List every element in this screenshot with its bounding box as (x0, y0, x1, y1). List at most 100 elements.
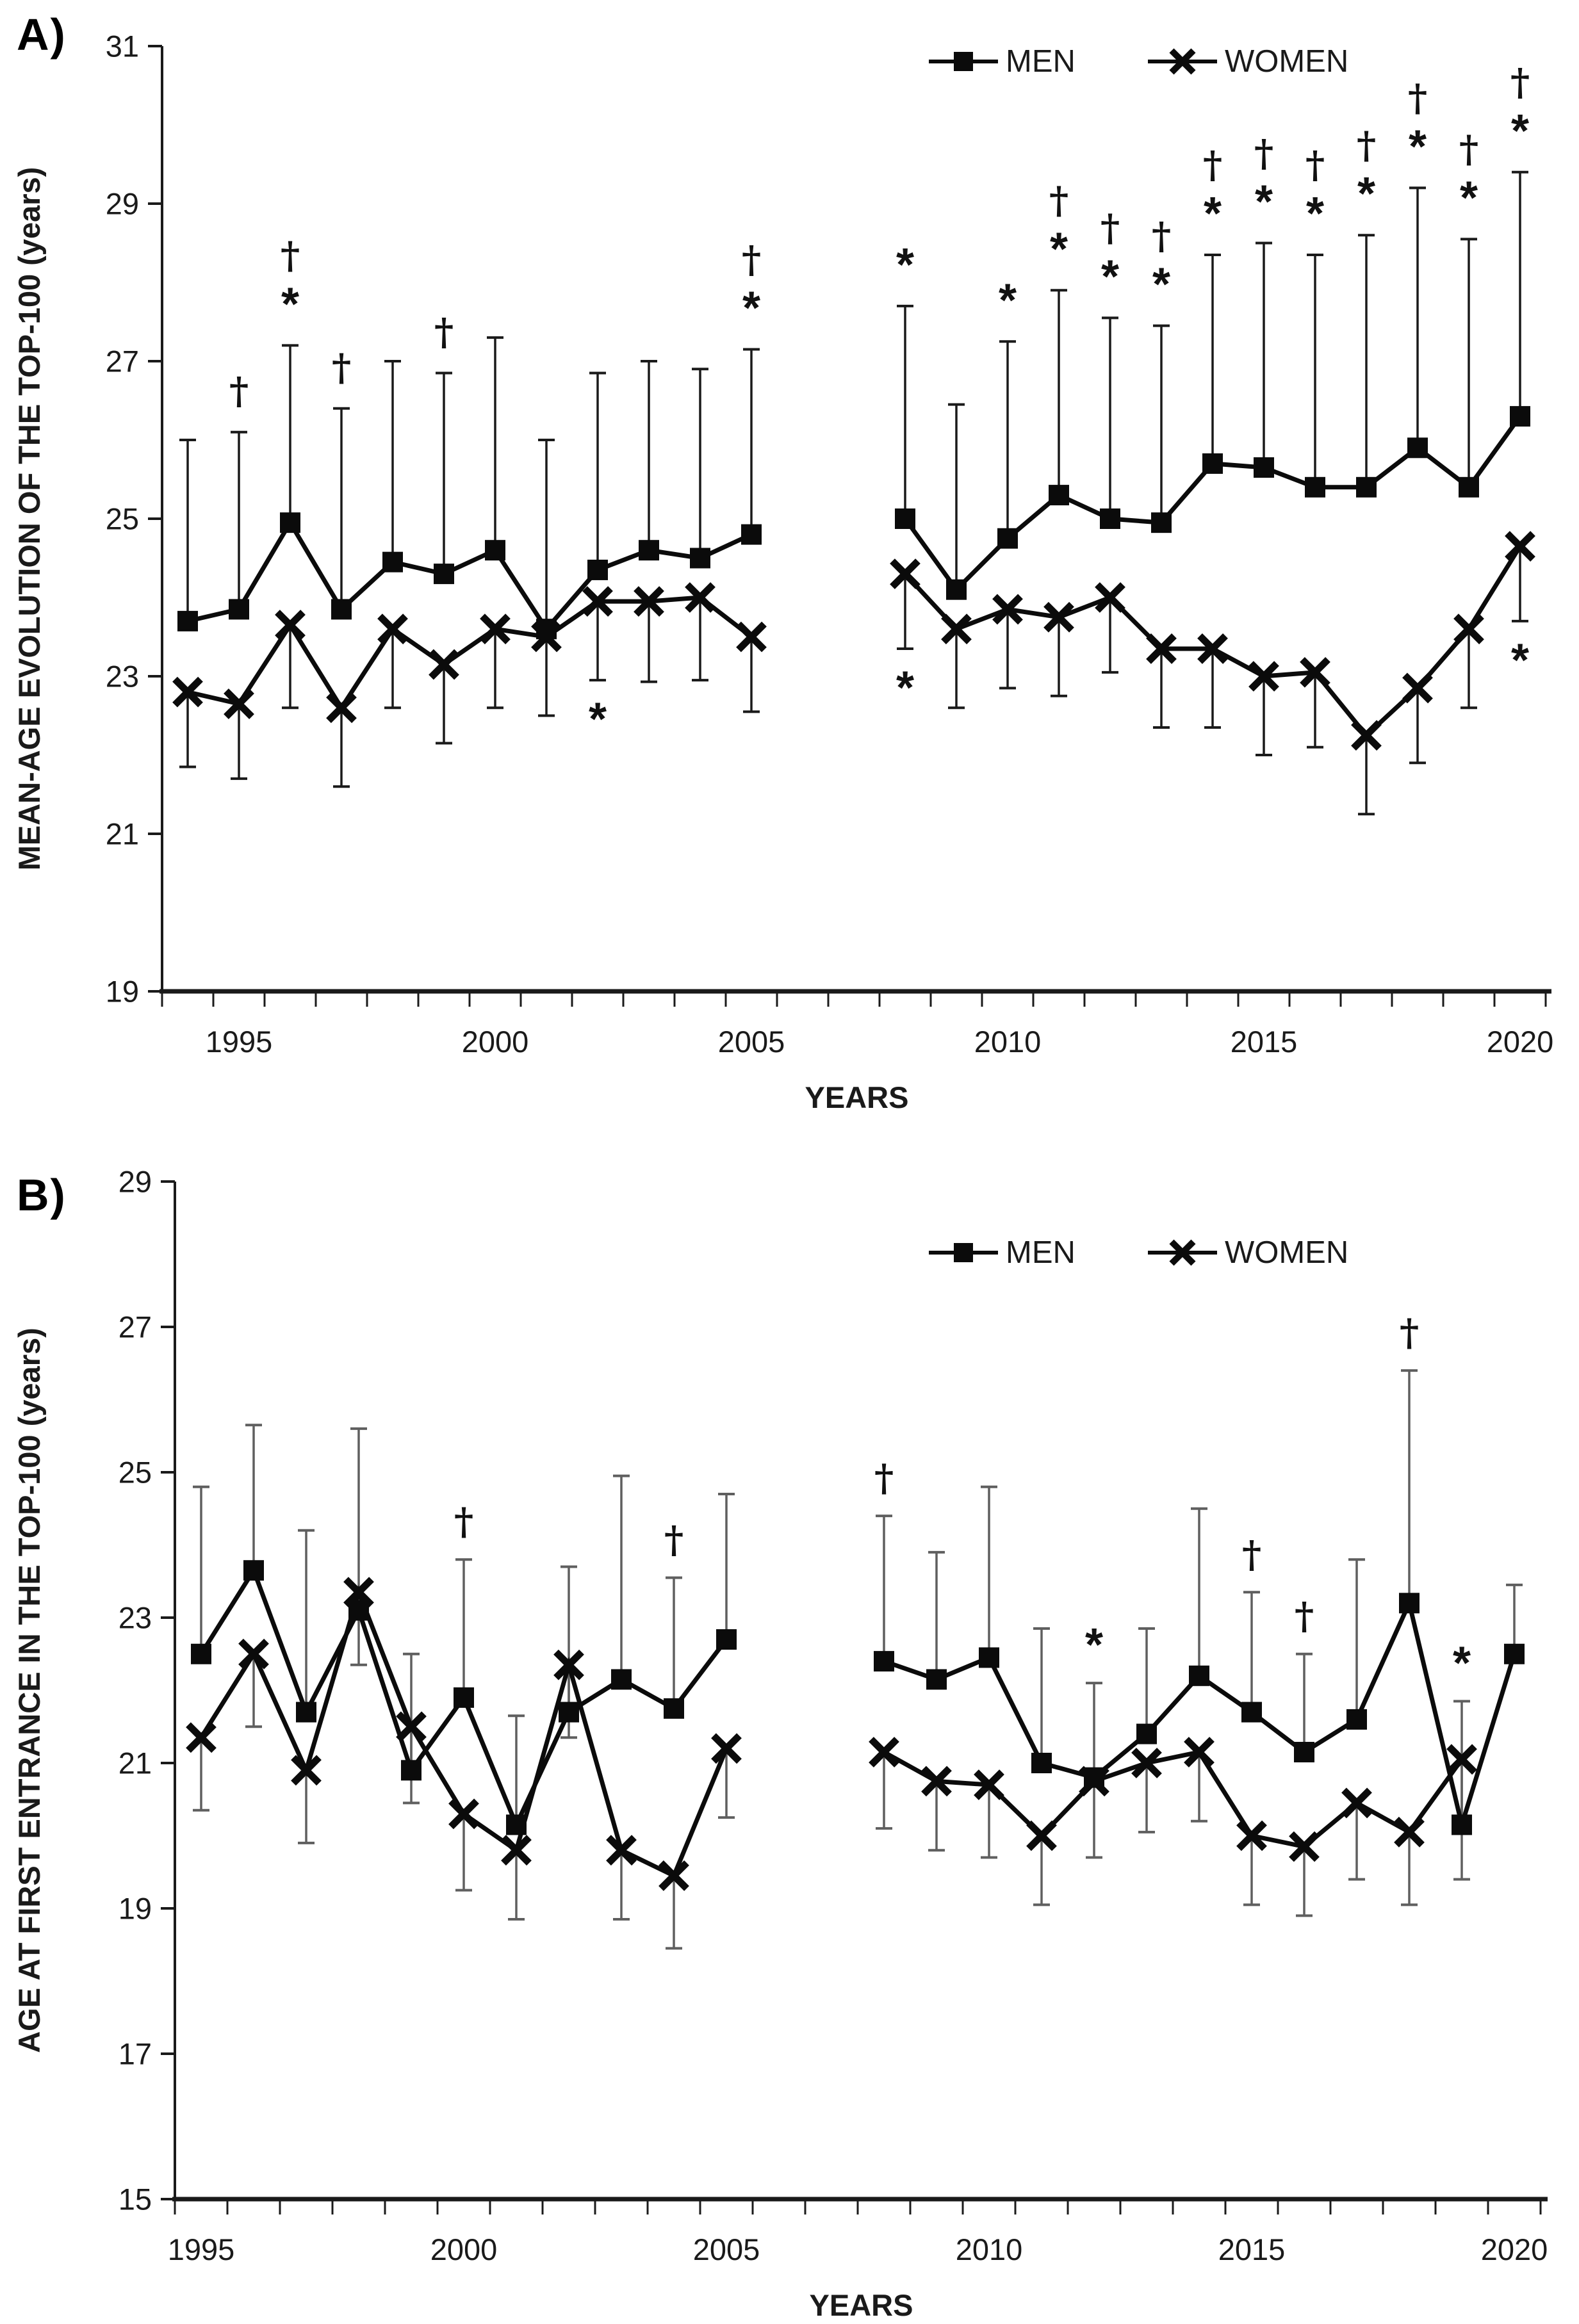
significance-star-below: * (896, 662, 914, 713)
women-data-point (343, 1577, 374, 1608)
women-data-point (685, 582, 716, 613)
men-data-point (401, 1760, 421, 1781)
x-tick-label: 2020 (1487, 1025, 1554, 1059)
legend-men-marker (954, 52, 973, 71)
significance-star: * (1204, 188, 1222, 240)
women-series-line (187, 595, 753, 712)
legend-women-label: WOMEN (1225, 44, 1348, 79)
women-data-point (992, 594, 1023, 625)
y-tick-label: 27 (106, 345, 139, 378)
men-data-point (997, 528, 1018, 549)
women-data-point (634, 586, 664, 617)
significance-star: * (1460, 172, 1478, 223)
women-data-point (1079, 1766, 1109, 1797)
y-tick-label: 21 (119, 1746, 152, 1780)
significance-dagger: † (1049, 179, 1068, 222)
women-data-point (326, 692, 357, 724)
significance-dagger: † (874, 1456, 894, 1500)
significance-dagger: † (1254, 131, 1273, 175)
men-data-point (1305, 476, 1325, 498)
men-data-point (1504, 1643, 1525, 1664)
men-series-line (187, 518, 753, 633)
women-data-point (974, 1769, 1004, 1800)
men-data-point (331, 599, 352, 620)
women-data-point (238, 1638, 269, 1670)
y-tick-label: 25 (119, 1456, 152, 1490)
men-data-point (1407, 437, 1428, 459)
significance-star: * (1357, 168, 1375, 220)
significance-dagger: † (229, 370, 249, 413)
x-tick-label: 2020 (1481, 2232, 1548, 2266)
legend-women-marker (1169, 48, 1196, 75)
women-data-point (377, 614, 408, 645)
women-data-point (1402, 672, 1433, 704)
women-data-point (1236, 1820, 1267, 1851)
men-data-point (1452, 1814, 1472, 1835)
legend-women-label: WOMEN (1225, 1235, 1348, 1270)
panel-b-chart: 15 17 19 21 23 25 27 29 1995 2000 2005 2010 2015 2020… (12, 1165, 1548, 2323)
y-tick-label: 25 (106, 502, 139, 536)
women-data-point (606, 1835, 637, 1866)
legend-men-marker (954, 1243, 973, 1262)
x-tick-label: 2015 (1218, 2232, 1286, 2266)
men-data-point (611, 1669, 632, 1690)
women-data-point (1146, 633, 1177, 664)
significance-star: * (999, 275, 1017, 326)
y-axis-title: AGE AT FIRST ENTRANCE IN THE TOP-100 (ye… (12, 1328, 46, 2053)
y-axis-title: MEAN-AGE EVOLUTION OF THE TOP-100 (years… (12, 167, 46, 871)
significance-star: * (281, 279, 299, 330)
women-data-point (1289, 1831, 1320, 1862)
men-data-point (874, 1651, 894, 1672)
significance-star-below: * (1511, 635, 1529, 686)
men-data-point (1151, 512, 1172, 533)
women-series-line (883, 1750, 1464, 1849)
significance-star: * (1255, 177, 1273, 228)
men-data-point (664, 1698, 684, 1719)
men-data-point (280, 512, 300, 533)
women-data-point (1248, 661, 1279, 692)
women-data-point (396, 1711, 427, 1743)
significance-dagger: † (1295, 1595, 1314, 1638)
legend-men-label: MEN (1006, 44, 1076, 79)
women-data-point (480, 614, 511, 645)
women-data-point (429, 649, 459, 680)
significance-dagger: † (1152, 214, 1171, 257)
men-data-point (229, 599, 249, 620)
men-data-point (559, 1702, 579, 1723)
women-data-point (1300, 656, 1330, 688)
women-data-point (291, 1755, 322, 1786)
significance-star: * (1085, 1620, 1103, 1671)
y-tick-label: 21 (106, 817, 139, 851)
women-data-point (711, 1733, 742, 1764)
significance-dagger: † (1100, 206, 1120, 250)
significance-star: * (1453, 1638, 1471, 1689)
women-data-point (224, 688, 254, 719)
y-tick-label: 27 (119, 1310, 152, 1344)
men-data-point (177, 610, 198, 631)
men-data-point (1346, 1709, 1367, 1730)
y-tick-label: 29 (119, 1165, 152, 1199)
men-data-point (1049, 485, 1069, 506)
men-data-point (1136, 1723, 1157, 1744)
x-tick-label: 2010 (956, 2232, 1023, 2266)
x-axis-title: YEARS (810, 2288, 913, 2322)
panel-a-chart: 19 21 23 25 27 29 31 1995 2000 2005 2010 2015 2020 YE… (12, 29, 1554, 1115)
women-data-point (1131, 1748, 1162, 1778)
significance-dagger: † (742, 238, 761, 281)
women-data-point (1453, 614, 1484, 645)
x-tick-label: 2015 (1231, 1025, 1298, 1059)
significance-star: * (1152, 259, 1170, 311)
men-data-point (485, 540, 505, 561)
y-tick-label: 17 (119, 2037, 152, 2071)
women-data-point (553, 1649, 584, 1680)
significance-star: * (1306, 188, 1324, 240)
y-tick-label: 29 (106, 187, 139, 221)
x-tick-label: 2000 (430, 2232, 498, 2266)
women-data-point (1043, 601, 1074, 633)
x-tick-label: 2000 (462, 1025, 529, 1059)
legend-women-marker (1169, 1239, 1196, 1266)
men-data-point (587, 559, 608, 580)
women-data-point (1341, 1787, 1372, 1819)
women-data-point (172, 676, 203, 708)
women-data-point (1394, 1816, 1425, 1848)
